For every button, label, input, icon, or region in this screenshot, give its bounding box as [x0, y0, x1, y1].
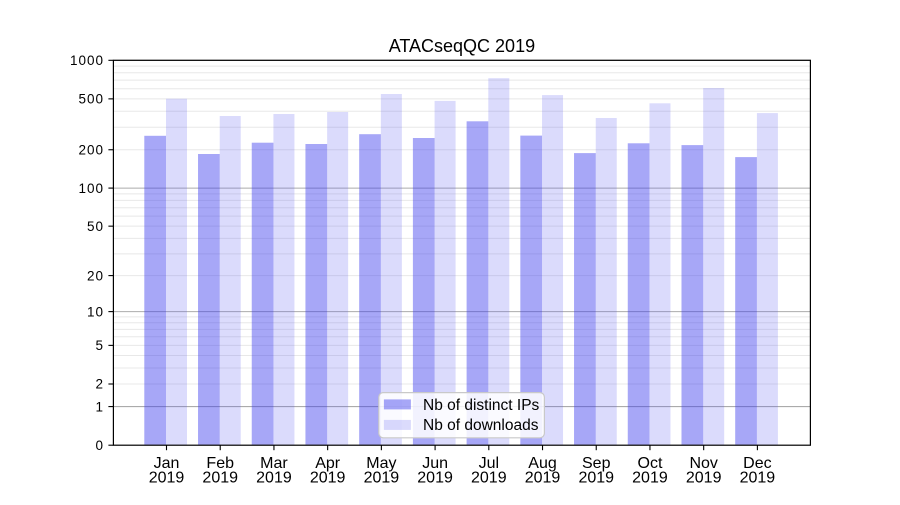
svg-text:500: 500	[78, 92, 104, 107]
svg-text:1: 1	[95, 399, 104, 414]
svg-text:200: 200	[78, 142, 104, 157]
svg-text:2019: 2019	[686, 469, 722, 486]
svg-text:Nov: Nov	[689, 455, 717, 472]
svg-text:2019: 2019	[364, 469, 400, 486]
svg-text:100: 100	[78, 181, 104, 196]
svg-text:ATACseqQC 2019: ATACseqQC 2019	[389, 36, 535, 56]
svg-text:Jan: Jan	[154, 455, 180, 472]
svg-text:Nb of distinct IPs: Nb of distinct IPs	[423, 397, 540, 414]
svg-text:Oct: Oct	[638, 455, 663, 472]
svg-text:5: 5	[95, 338, 104, 353]
svg-text:Jun: Jun	[422, 455, 448, 472]
svg-text:1000: 1000	[70, 53, 104, 68]
svg-text:0: 0	[95, 438, 104, 453]
svg-text:50: 50	[87, 219, 104, 234]
svg-text:2019: 2019	[149, 469, 185, 486]
svg-text:Nb of downloads: Nb of downloads	[423, 417, 539, 434]
svg-text:May: May	[366, 455, 396, 472]
svg-text:2019: 2019	[740, 469, 776, 486]
svg-text:2019: 2019	[202, 469, 238, 486]
svg-text:2019: 2019	[632, 469, 668, 486]
svg-text:Sep: Sep	[582, 455, 611, 472]
svg-text:2019: 2019	[310, 469, 346, 486]
svg-text:2019: 2019	[525, 469, 561, 486]
svg-text:2019: 2019	[578, 469, 614, 486]
svg-text:Dec: Dec	[743, 455, 771, 472]
svg-text:10: 10	[87, 304, 104, 319]
svg-text:20: 20	[87, 268, 104, 283]
svg-text:Apr: Apr	[315, 455, 341, 472]
svg-text:2019: 2019	[256, 469, 292, 486]
svg-text:2: 2	[95, 377, 104, 392]
svg-text:2019: 2019	[471, 469, 507, 486]
svg-text:Aug: Aug	[528, 455, 556, 472]
svg-text:Feb: Feb	[206, 455, 234, 472]
svg-text:Mar: Mar	[260, 455, 288, 472]
svg-text:Jul: Jul	[479, 455, 499, 472]
svg-text:2019: 2019	[417, 469, 453, 486]
